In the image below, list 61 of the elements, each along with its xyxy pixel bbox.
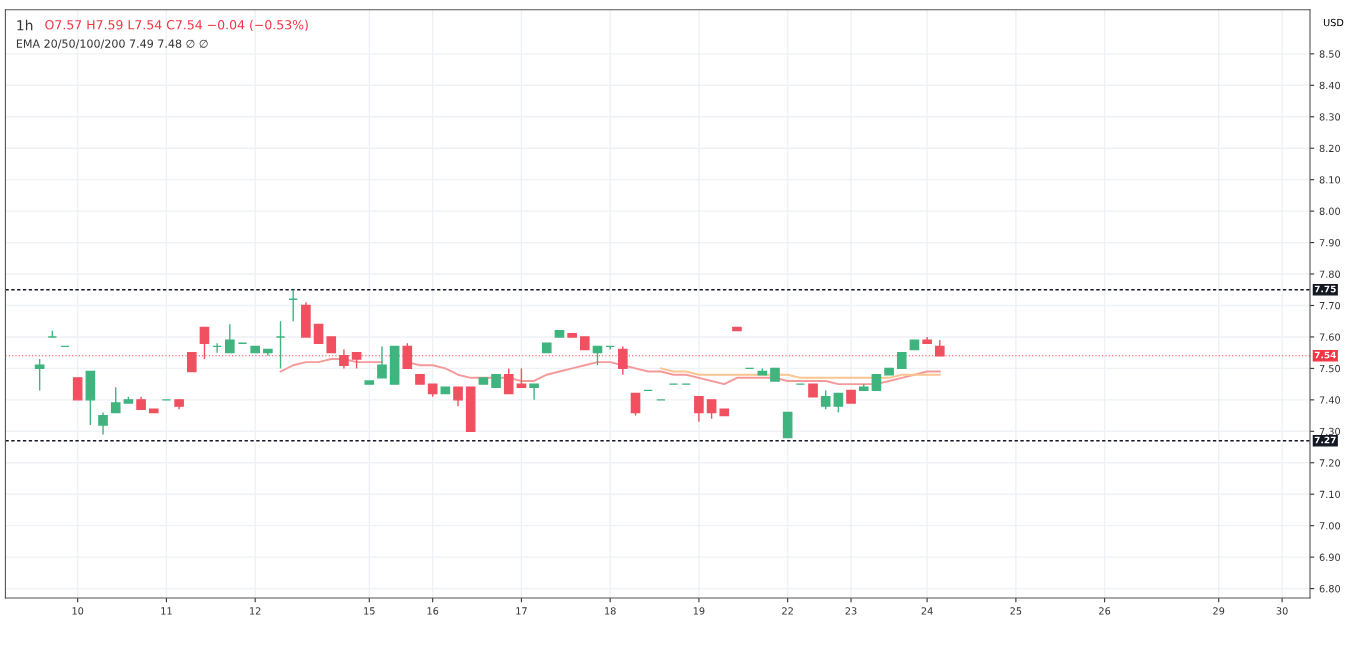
y-tick-label: 6.90 [1319, 553, 1341, 561]
x-tick-label: 10 [72, 607, 84, 615]
y-tick-label: 7.90 [1319, 239, 1341, 247]
y-tick-label: 7.40 [1319, 396, 1341, 404]
x-tick-label: 29 [1213, 607, 1225, 615]
candlestick [516, 367, 527, 388]
y-tick-label: 7.70 [1319, 301, 1341, 310]
text: 1h [17, 19, 33, 31]
candlestick [110, 386, 121, 414]
y-tick-label: 6.80 [1319, 585, 1341, 593]
candlestick [529, 383, 539, 401]
y-tick-label: 7.10 [1319, 490, 1341, 499]
candlestick [402, 342, 413, 370]
x-tick-label: 18 [605, 607, 616, 615]
candlestick [694, 396, 704, 423]
candlestick [339, 348, 349, 370]
y-tick-label: 7.50 [1319, 364, 1341, 373]
annotation: EMA 20/50/100/200 7.49 7.48 ∅ ∅ [16, 39, 208, 49]
x-tick-label: 15 [364, 607, 375, 615]
candlestick [225, 323, 235, 354]
ref-line-label: 7.27 [1314, 436, 1336, 444]
y-tick-label: 8.50 [1319, 50, 1341, 58]
ref-line-label: 7.54 [1314, 351, 1337, 359]
x-tick-label: 30 [1276, 607, 1288, 615]
candlestick [453, 386, 463, 407]
ref-line-label: 7.75 [1314, 285, 1336, 293]
candlestick [503, 367, 514, 395]
x-tick-label: 16 [427, 607, 439, 615]
x-tick-label: 19 [693, 607, 705, 615]
candlestick [199, 326, 210, 360]
candlestick [98, 411, 108, 436]
candlestick [833, 392, 844, 414]
y-tick-label: 8.30 [1319, 113, 1341, 121]
candlestick [313, 323, 324, 344]
y-tick-label: 8.20 [1319, 144, 1341, 153]
candlestick [377, 345, 387, 379]
y-tick-label: 7.30 [1319, 427, 1341, 436]
x-tick-label: 24 [921, 607, 933, 615]
y-tick-label: 8.10 [1319, 176, 1341, 184]
candlestick [72, 377, 83, 401]
x-tick-label: 23 [845, 607, 857, 615]
y-tick-label: 7.80 [1319, 270, 1341, 278]
y-tick-label: 7.60 [1319, 333, 1341, 341]
y-tick-label: 7.00 [1319, 522, 1341, 530]
x-tick-label: 12 [250, 607, 261, 615]
y-tick-label: 8.40 [1319, 81, 1341, 90]
x-tick-label: 25 [1010, 607, 1022, 615]
candlestick [186, 351, 197, 373]
y-axis-title: USD [1323, 18, 1344, 27]
candlestick [618, 345, 628, 376]
x-tick-label: 26 [1099, 607, 1111, 615]
x-tick-label: 22 [782, 607, 793, 615]
candlestick [706, 399, 717, 420]
candlestick [630, 392, 641, 417]
line-series [659, 367, 941, 379]
y-tick-label: 8.00 [1319, 207, 1341, 215]
annotation: O7.57 H7.59 L7.54 C7.54 −0.04 (−0.53%) [45, 19, 308, 31]
y-tick-label: 7.20 [1319, 459, 1341, 467]
x-tick-label: 17 [516, 607, 527, 615]
candlestick [820, 389, 831, 410]
x-tick-label: 11 [161, 607, 172, 615]
